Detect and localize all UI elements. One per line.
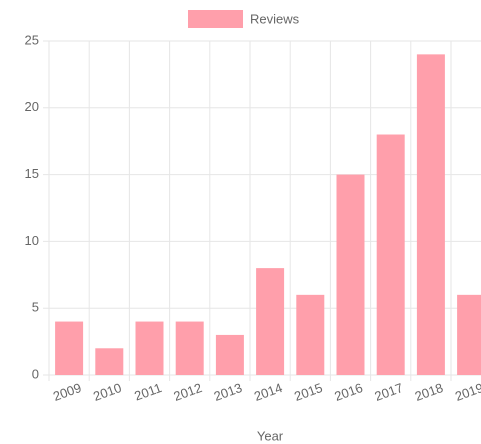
y-tick-label: 20 (25, 99, 39, 114)
bar (376, 134, 405, 375)
x-tick-label: 2019 (453, 380, 481, 404)
x-tick-label: 2018 (413, 380, 445, 404)
bar (296, 294, 325, 375)
x-tick-label: 2012 (172, 380, 204, 404)
y-tick-label: 15 (25, 166, 39, 181)
bar (175, 321, 204, 375)
bar (95, 348, 124, 375)
bar (457, 294, 481, 375)
x-tick-label: 2017 (373, 380, 405, 404)
legend-label: Reviews (250, 11, 300, 26)
y-tick-label: 10 (25, 233, 39, 248)
y-tick-label: 5 (32, 300, 39, 315)
bar (416, 54, 445, 376)
bar (336, 174, 365, 375)
x-tick-label: 2015 (292, 380, 324, 404)
bar (215, 334, 244, 375)
x-tick-label: 2010 (91, 380, 123, 404)
legend-swatch (188, 10, 243, 28)
x-tick-label: 2014 (252, 380, 284, 404)
x-tick-label: 2011 (132, 380, 163, 404)
y-tick-label: 25 (25, 32, 39, 47)
x-tick-label: 2016 (332, 380, 364, 404)
bar (55, 321, 84, 375)
x-axis-label: Year (257, 428, 284, 443)
bar (135, 321, 164, 375)
x-tick-label: 2009 (51, 380, 83, 404)
bar (256, 268, 285, 375)
y-tick-label: 0 (32, 366, 39, 381)
x-tick-label: 2013 (212, 380, 244, 404)
